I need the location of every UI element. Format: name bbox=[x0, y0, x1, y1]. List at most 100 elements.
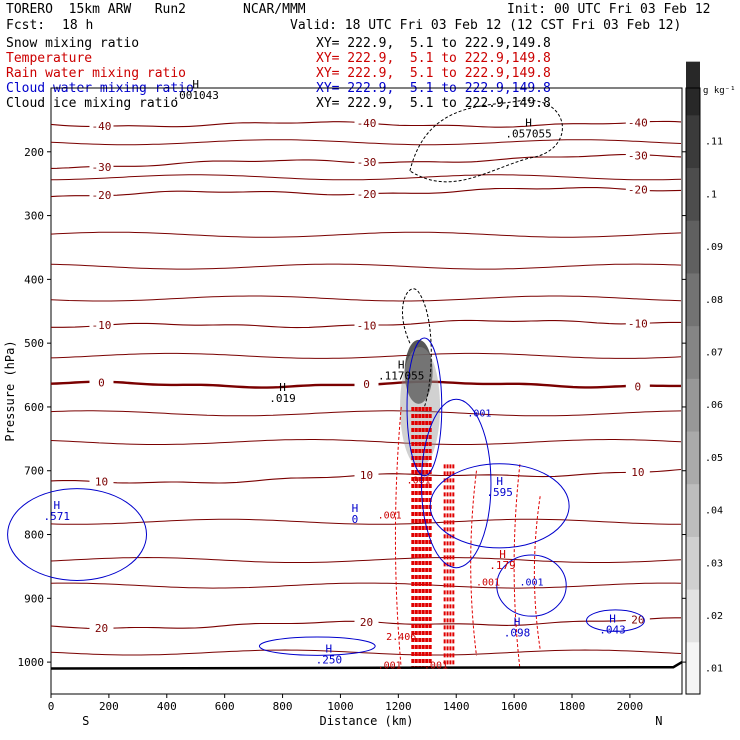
isotherm-label: -10 bbox=[357, 319, 377, 332]
rain-water-contour bbox=[533, 496, 541, 650]
isotherm-label-mask bbox=[89, 621, 114, 633]
x-tick-label: 800 bbox=[273, 700, 293, 713]
temperature-isotherm bbox=[50, 174, 682, 181]
colorbar-tick-label: .03 bbox=[705, 558, 723, 569]
isotherm-label: -40 bbox=[357, 117, 377, 130]
isotherm-label: -10 bbox=[92, 319, 112, 332]
organization: NCAR/MMM bbox=[243, 2, 306, 17]
colorbar-tick-label: .08 bbox=[705, 295, 723, 306]
y-tick-label: 500 bbox=[24, 337, 44, 350]
maximum-value: .057055 bbox=[505, 127, 551, 140]
isotherm-label: 10 bbox=[631, 466, 644, 479]
colorbar-segment bbox=[686, 588, 700, 643]
model-title: TORERO 15km ARW Run2 bbox=[6, 2, 187, 17]
isotherm-label-mask bbox=[89, 319, 114, 331]
field-name-snow: Snow mixing ratio bbox=[6, 36, 140, 51]
isotherm-label: -40 bbox=[92, 120, 112, 133]
isotherm-label-mask bbox=[625, 183, 650, 195]
isotherm-label: -20 bbox=[92, 189, 112, 202]
y-tick-label: 900 bbox=[24, 592, 44, 605]
x-tick-label: 200 bbox=[99, 700, 119, 713]
isotherm-label-mask bbox=[625, 116, 650, 128]
maximum-marker: H bbox=[398, 359, 405, 372]
x-axis-label: Distance (km) bbox=[320, 714, 414, 728]
colorbar-tick-label: .1 bbox=[705, 189, 717, 200]
isotherm-label: 20 bbox=[360, 616, 373, 629]
colorbar-tick-label: .11 bbox=[705, 137, 723, 148]
y-tick-label: 600 bbox=[24, 401, 44, 414]
isotherm-label-mask bbox=[354, 188, 379, 200]
isotherm-label: -10 bbox=[628, 317, 648, 330]
contour-label: .001 bbox=[467, 409, 491, 420]
isotherm-label-mask bbox=[354, 319, 379, 331]
maximum-value: 0 bbox=[352, 513, 359, 526]
field-name-rain: Rain water mixing ratio bbox=[6, 66, 187, 81]
maximum-value: .117055 bbox=[378, 370, 424, 383]
x-tick-label: 1600 bbox=[501, 700, 528, 713]
field-xy-snow: XY= 222.9, 5.1 to 222.9,149.8 bbox=[316, 36, 551, 51]
maximum-value: .001043 bbox=[173, 89, 219, 102]
colorbar-segment bbox=[686, 430, 700, 485]
cloud-ice-contour bbox=[409, 99, 563, 183]
maximum-value: .250 bbox=[316, 654, 343, 667]
maximum-marker: H bbox=[514, 616, 521, 629]
y-tick-label: 700 bbox=[24, 465, 44, 478]
field-xy-temperature: XY= 222.9, 5.1 to 222.9,149.8 bbox=[316, 51, 551, 66]
isotherm-label: -20 bbox=[357, 188, 377, 201]
colorbar-tick-label: .02 bbox=[705, 611, 723, 622]
isotherm-label: 20 bbox=[631, 613, 644, 626]
isotherm-label-mask bbox=[89, 189, 114, 201]
colorbar-segment bbox=[686, 272, 700, 327]
x-tick-label: 0 bbox=[48, 700, 55, 713]
isotherm-label: -30 bbox=[92, 161, 112, 174]
isotherm-label-mask bbox=[354, 117, 379, 129]
valid-time: Valid: 18 UTC Fri 03 Feb 12 (12 CST Fri … bbox=[290, 18, 682, 33]
maximum-value: .571 bbox=[44, 510, 71, 523]
temperature-isotherm bbox=[50, 263, 682, 270]
maximum-marker: H bbox=[326, 643, 333, 656]
south-end-label: S bbox=[82, 714, 89, 728]
colorbar-segment bbox=[686, 325, 700, 379]
cloud-ice-contour bbox=[401, 288, 432, 408]
temperature-isotherm bbox=[50, 231, 682, 238]
maximum-marker: H bbox=[352, 502, 359, 515]
contour-label: .001 bbox=[424, 660, 448, 671]
cloud-water-contour bbox=[496, 554, 567, 617]
maximum-marker: H bbox=[609, 613, 616, 626]
field-name-cloud-ice: Cloud ice mixing ratio bbox=[6, 96, 179, 111]
x-tick-label: 1800 bbox=[559, 700, 586, 713]
maximum-marker: H bbox=[279, 381, 286, 394]
x-tick-label: 1000 bbox=[327, 700, 354, 713]
isotherm-label: -30 bbox=[357, 156, 377, 169]
isotherm-label: 10 bbox=[360, 469, 373, 482]
colorbar-tick-label: .05 bbox=[705, 453, 723, 464]
cloud-water-contour bbox=[429, 463, 570, 549]
y-tick-label: 800 bbox=[24, 529, 44, 542]
y-tick-label: 300 bbox=[24, 210, 44, 223]
isotherm-label: 10 bbox=[95, 476, 108, 489]
temperature-isotherm bbox=[50, 582, 682, 589]
x-tick-label: 2000 bbox=[617, 700, 644, 713]
contour-label: .001 bbox=[378, 660, 402, 671]
isotherm-label-mask bbox=[89, 120, 114, 132]
maximum-value: .019 bbox=[269, 392, 296, 405]
y-tick-label: 1000 bbox=[18, 656, 45, 669]
colorbar-tick-label: .01 bbox=[705, 664, 723, 675]
maximum-value: .179 bbox=[489, 559, 516, 572]
colorbar-tick-label: .07 bbox=[705, 347, 723, 358]
isotherm-label-mask bbox=[625, 613, 650, 625]
isotherm-label-mask bbox=[354, 156, 379, 168]
y-tick-label: 200 bbox=[24, 146, 44, 159]
maximum-value: .043 bbox=[599, 624, 626, 637]
isotherm-label-mask bbox=[89, 475, 114, 487]
isotherm-label: -30 bbox=[628, 149, 648, 162]
cloud-water-contour bbox=[585, 609, 645, 632]
maximum-marker: H bbox=[525, 116, 532, 129]
isotherm-label-mask bbox=[625, 149, 650, 161]
colorbar-segment bbox=[686, 641, 700, 695]
x-tick-label: 600 bbox=[215, 700, 235, 713]
forecast-hour: 18 h bbox=[62, 18, 94, 33]
isotherm-label: 0 bbox=[363, 378, 370, 391]
north-end-label: N bbox=[655, 714, 662, 728]
